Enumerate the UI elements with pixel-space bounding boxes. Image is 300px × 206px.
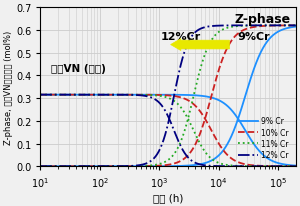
Text: 12%Cr: 12%Cr [160, 32, 201, 42]
Text: Z-phase: Z-phase [235, 13, 291, 26]
X-axis label: 時間 (h): 時間 (h) [153, 192, 183, 202]
Y-axis label: Z-phase, 整合VNの相分率 (mol%): Z-phase, 整合VNの相分率 (mol%) [4, 30, 13, 144]
Text: 9%Cr: 9%Cr [237, 32, 270, 42]
Text: 整合VN (粒内): 整合VN (粒内) [51, 63, 105, 73]
Legend: 9% Cr, 10% Cr, 11% Cr, 12% Cr: 9% Cr, 10% Cr, 11% Cr, 12% Cr [236, 114, 292, 163]
FancyArrow shape [171, 39, 230, 51]
